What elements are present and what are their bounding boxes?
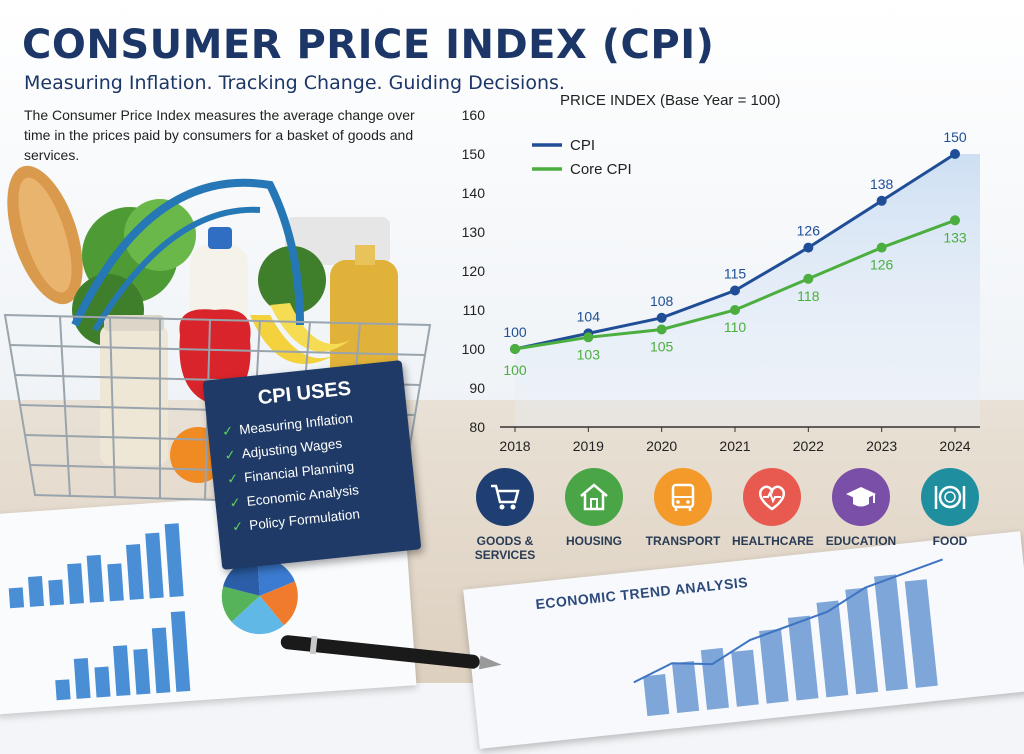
- bus-icon: [671, 483, 695, 511]
- legend-label: Core CPI: [570, 161, 632, 178]
- y-tick-label: 90: [469, 380, 485, 396]
- category-goods-services: GOODS & SERVICES: [465, 468, 545, 562]
- category-icon-circle: [565, 468, 623, 526]
- y-tick-label: 80: [469, 419, 485, 435]
- graduation-cap-icon: [846, 487, 876, 507]
- data-point: [803, 273, 814, 284]
- check-icon: ✓: [226, 470, 240, 487]
- data-label: 110: [724, 319, 747, 335]
- data-label: 115: [724, 266, 747, 282]
- category-label: TRANSPORT: [645, 534, 721, 548]
- data-label: 126: [870, 257, 894, 273]
- data-point: [730, 285, 740, 296]
- check-icon: ✓: [228, 494, 242, 511]
- category-transport: TRANSPORT: [643, 468, 723, 548]
- category-education: EDUCATION: [821, 468, 901, 548]
- category-label: HOUSING: [565, 534, 622, 548]
- category-food: FOOD: [910, 468, 990, 548]
- data-label: 100: [503, 324, 527, 340]
- category-housing: HOUSING: [554, 468, 634, 548]
- category-icon-circle: [654, 468, 712, 526]
- data-label: 103: [577, 346, 601, 362]
- category-icon-circle: [476, 468, 534, 526]
- page-description: The Consumer Price Index measures the av…: [24, 107, 415, 163]
- data-point: [510, 344, 520, 354]
- legend-label: CPI: [570, 137, 595, 154]
- plate-cutlery-icon: [934, 485, 966, 509]
- category-icon-circle: [832, 468, 890, 526]
- category-label: HEALTHCARE: [732, 534, 814, 548]
- check-icon: ✓: [221, 423, 235, 440]
- y-tick-label: 110: [463, 302, 486, 318]
- cpi-area: [515, 154, 980, 427]
- data-label: 138: [870, 176, 894, 192]
- cpi-categories: GOODS & SERVICES HOUSING TRANSPORT: [465, 468, 985, 563]
- y-tick-label: 100: [462, 341, 486, 357]
- category-healthcare: HEALTHCARE: [732, 468, 814, 548]
- data-point: [803, 242, 814, 253]
- data-point: [656, 312, 667, 323]
- check-icon: ✓: [231, 518, 245, 535]
- data-point: [730, 305, 740, 315]
- data-label: 150: [943, 129, 967, 145]
- data-label: 104: [577, 308, 601, 324]
- x-tick-label: 2024: [939, 438, 970, 454]
- data-point: [950, 149, 960, 159]
- data-label: 108: [650, 293, 674, 309]
- category-label: FOOD: [932, 534, 968, 548]
- category-icon-circle: [743, 468, 801, 526]
- cpi-uses-card: CPI USES ✓ Measuring Inflation ✓ Adjusting…: [202, 360, 422, 570]
- category-label: EDUCATION: [825, 534, 897, 548]
- heart-pulse-icon: [758, 485, 786, 511]
- data-point: [876, 195, 887, 206]
- y-tick-label: 120: [462, 263, 486, 279]
- grocery-basket-illustration: [0, 165, 440, 515]
- category-icon-circle: [921, 468, 979, 526]
- x-tick-label: 2019: [573, 438, 604, 454]
- data-label: 133: [943, 229, 967, 245]
- check-icon: ✓: [223, 446, 237, 464]
- data-point: [656, 324, 667, 335]
- category-label: GOODS & SERVICES: [474, 534, 536, 562]
- y-tick-label: 140: [462, 185, 486, 201]
- data-point: [876, 242, 887, 253]
- price-index-chart: 80 90 100 110 120 130 140 150 160 2018 2019 2020 202…: [462, 107, 980, 454]
- chart-title: PRICE INDEX (Base Year = 100): [560, 92, 781, 109]
- page-title: CONSUMER PRICE INDEX (CPI): [22, 22, 715, 68]
- shopping-cart-icon: [491, 484, 520, 510]
- y-tick-label: 150: [462, 146, 486, 162]
- x-tick-label: 2021: [719, 438, 750, 454]
- pen-icon: [280, 635, 502, 670]
- data-label: 118: [797, 288, 820, 304]
- x-tick-label: 2018: [499, 438, 530, 454]
- y-tick-label: 160: [462, 107, 486, 123]
- data-point: [950, 215, 960, 226]
- page-subtitle: Measuring Inflation. Tracking Change. Gu…: [24, 72, 565, 94]
- x-tick-label: 2023: [866, 438, 897, 454]
- x-tick-label: 2022: [793, 438, 824, 454]
- data-point: [583, 332, 594, 343]
- data-label: 105: [650, 339, 674, 355]
- house-icon: [580, 483, 608, 511]
- data-label: 126: [797, 223, 821, 239]
- data-label: 100: [503, 362, 527, 378]
- x-tick-label: 2020: [646, 438, 677, 454]
- y-tick-label: 130: [462, 224, 486, 240]
